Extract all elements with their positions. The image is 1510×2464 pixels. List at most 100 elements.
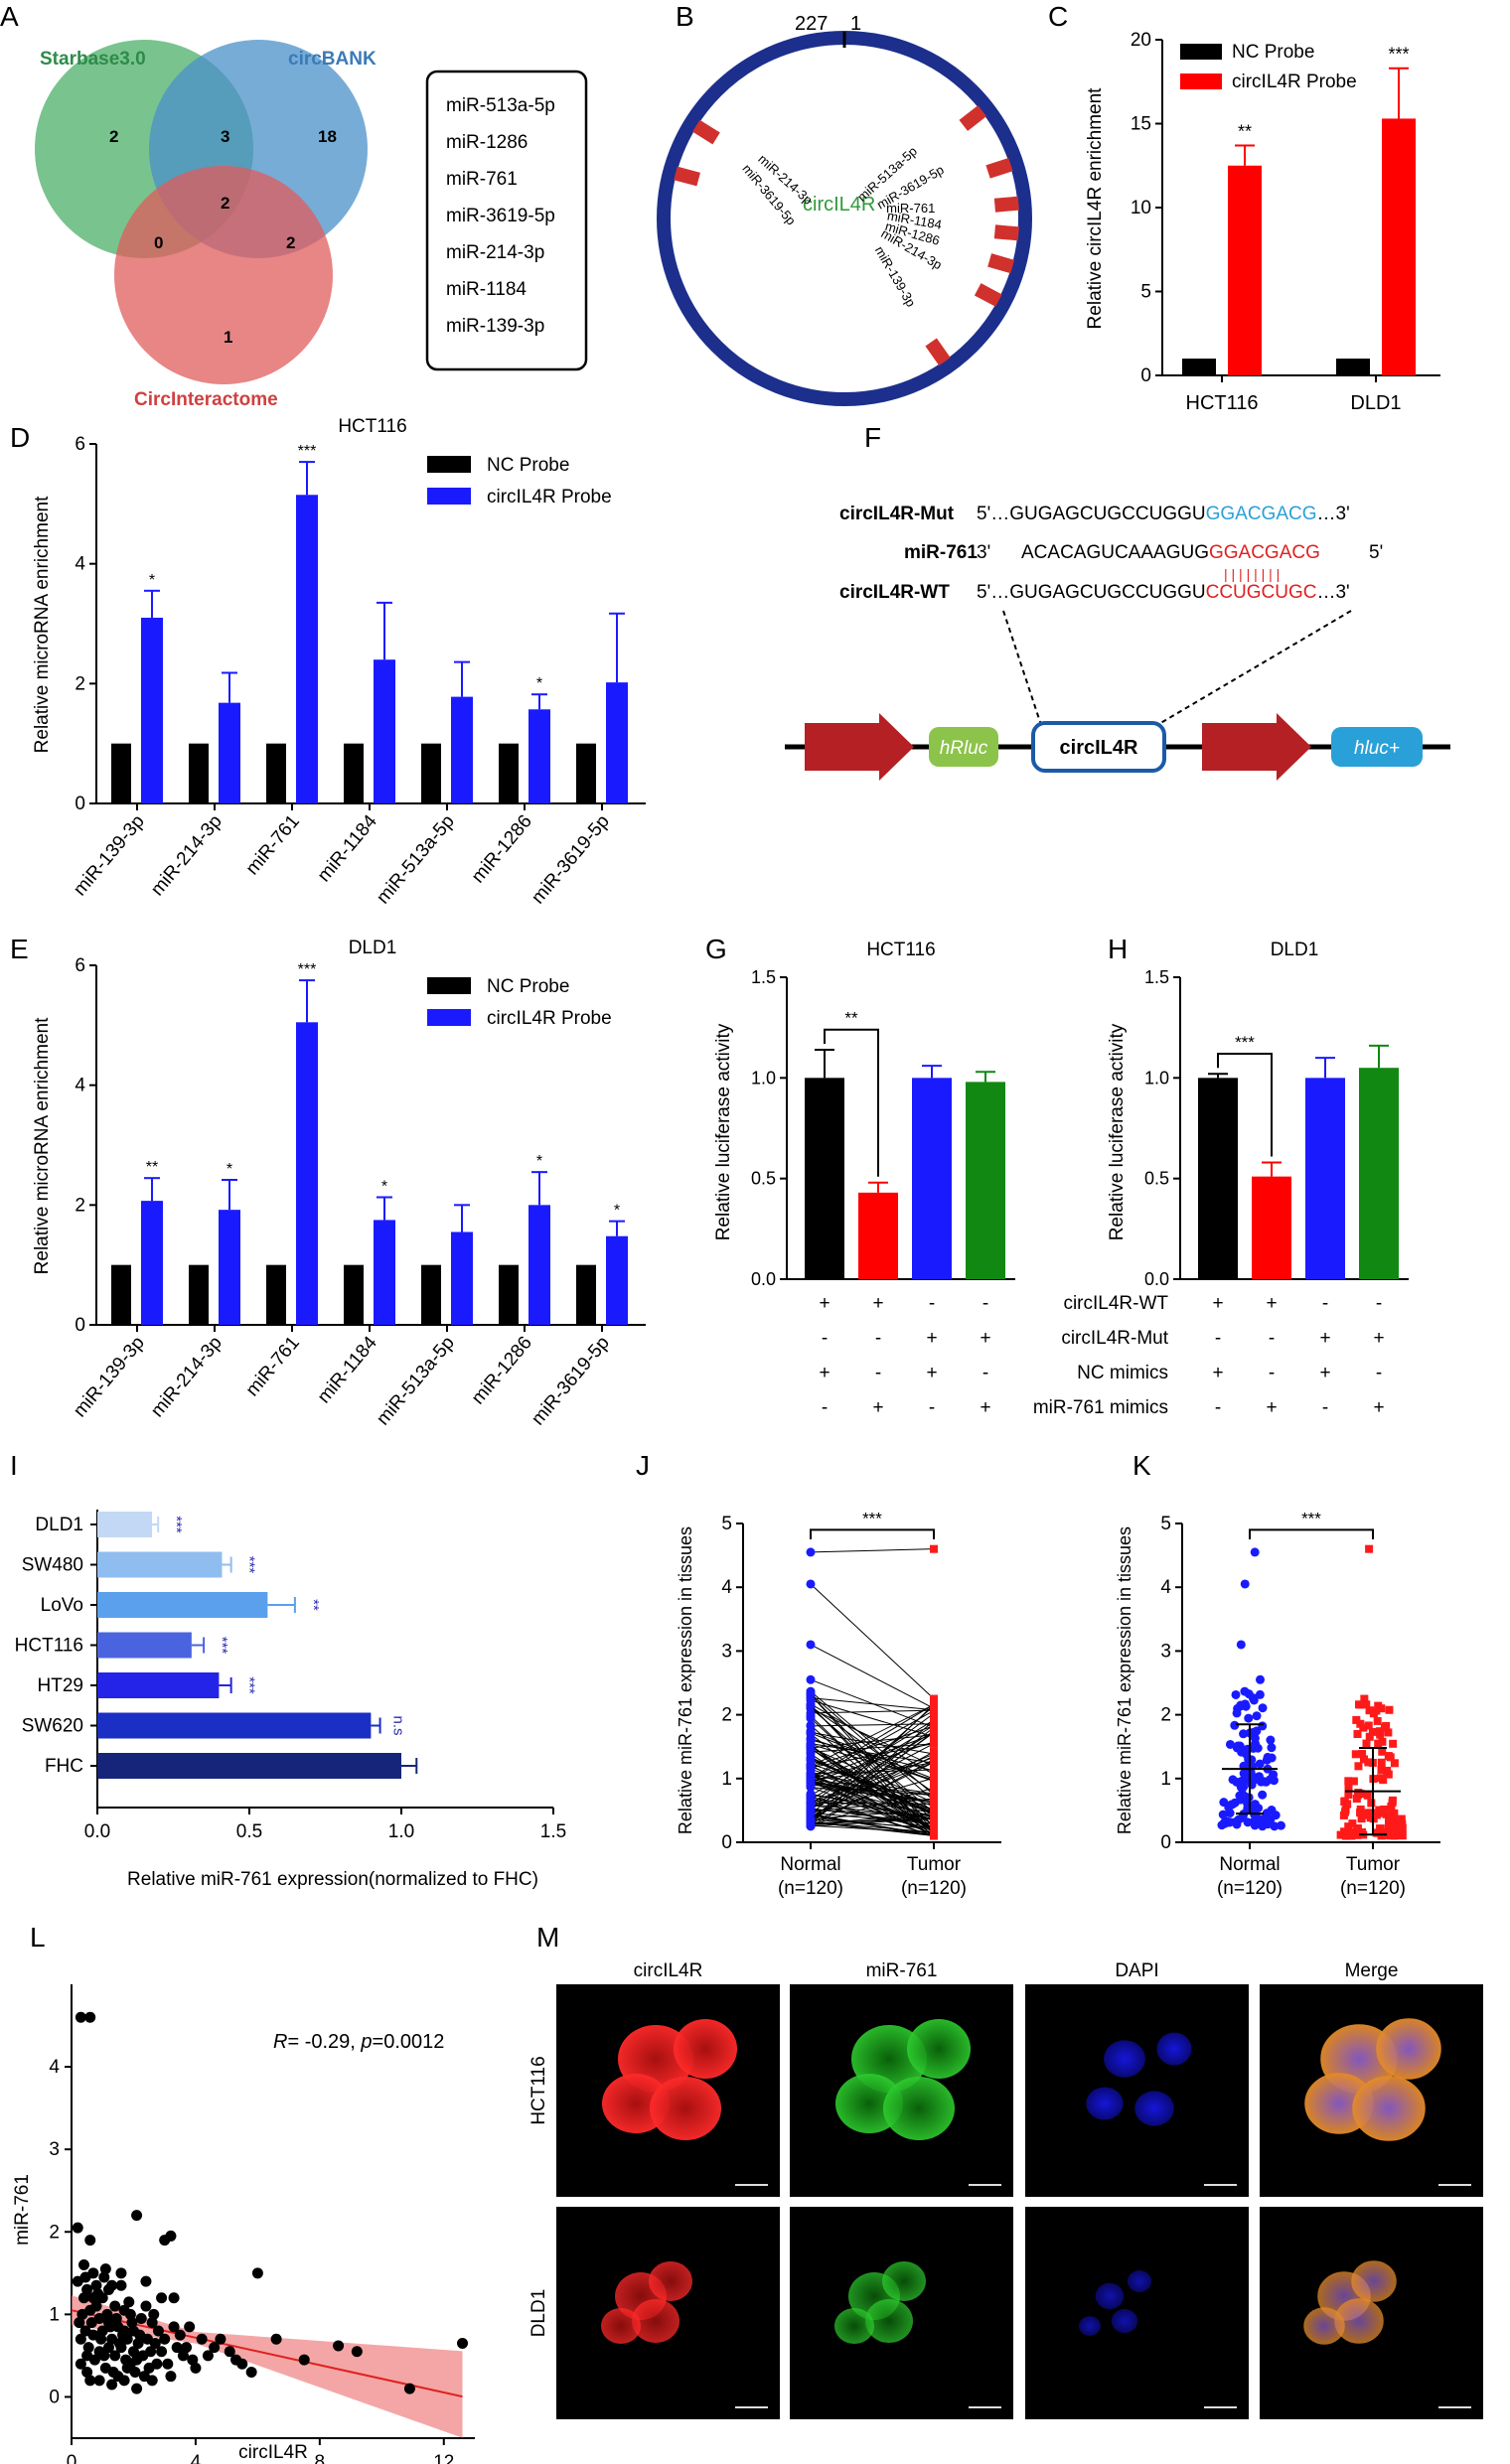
- x-tick-label: DLD1: [1350, 392, 1401, 414]
- point: [145, 2346, 157, 2358]
- pair-line: [810, 1703, 935, 1779]
- point: [84, 2235, 96, 2247]
- legend-swatch: [427, 488, 471, 505]
- y-tick-label: HCT116: [15, 1636, 83, 1657]
- sig-label: **: [1238, 121, 1252, 141]
- x-tick-label: miR-139-3p: [70, 1333, 149, 1422]
- x-tick-label: 1.0: [388, 1821, 414, 1842]
- pair-line: [810, 1723, 935, 1727]
- point: [127, 2325, 139, 2337]
- bar-nc: [1182, 359, 1216, 375]
- cell: [1095, 2282, 1125, 2310]
- venn-label-circbank: circBANK: [288, 49, 377, 70]
- point-tumor: [1374, 1739, 1383, 1748]
- y-tick-label: 6: [75, 434, 85, 455]
- position-label: 1: [850, 13, 861, 35]
- x-tick-label: miR-513a-5p: [373, 1333, 459, 1430]
- point: [115, 2342, 127, 2354]
- point: [148, 2308, 160, 2320]
- panel-letter: A: [0, 1, 19, 32]
- point-normal: [1230, 1720, 1240, 1730]
- point: [85, 2317, 97, 2329]
- y-tick-label: 4: [75, 1076, 85, 1096]
- legend-label: circIL4R Probe: [1232, 72, 1357, 92]
- hluc-label: hluc+: [1354, 738, 1400, 759]
- y-tick-label: 15: [1131, 114, 1151, 135]
- point-normal: [1244, 1689, 1254, 1699]
- point: [120, 2354, 132, 2366]
- x-tick-label: 0: [67, 2452, 77, 2464]
- bar-nc: [499, 743, 519, 803]
- row-label: miR-761 mimics: [1033, 1397, 1168, 1418]
- cell: [1111, 2308, 1138, 2334]
- venn-count: 1: [224, 328, 232, 347]
- point-tumor: [1344, 1783, 1353, 1792]
- y-tick-label: 4: [75, 554, 85, 575]
- panel-letter: G: [705, 934, 727, 964]
- y-tick-label: FHC: [45, 1756, 83, 1777]
- legend-label: circIL4R Probe: [487, 487, 612, 507]
- pair-line: [810, 1707, 935, 1767]
- mirna-list: miR-513a-5p miR-1286 miR-761 miR-3619-5p miR…: [446, 95, 555, 337]
- bar-circ: [451, 1232, 473, 1325]
- point: [146, 2317, 158, 2329]
- mirna-list-item: miR-1286: [446, 132, 528, 153]
- point-normal: [806, 1727, 816, 1737]
- point: [230, 2354, 242, 2366]
- sig-label: ***: [862, 1509, 882, 1527]
- bar: [966, 1082, 1005, 1279]
- sign-cell: +: [926, 1363, 937, 1383]
- point: [270, 2333, 282, 2345]
- point: [75, 2358, 86, 2370]
- wt-label: circIL4R-WT: [839, 582, 950, 603]
- point: [152, 2325, 164, 2337]
- y-axis-label: Relative luciferase activity: [713, 1023, 734, 1240]
- point-tumor: [930, 1774, 938, 1783]
- point: [190, 2362, 202, 2374]
- pair-line: [810, 1748, 935, 1816]
- point-normal: [1255, 1759, 1265, 1769]
- y-axis-label: Relative miR-761 expression in tissues: [1115, 1526, 1134, 1834]
- pair-line: [810, 1772, 935, 1811]
- row-label: DLD1: [528, 2289, 549, 2338]
- binding-site-mark: [993, 224, 1019, 241]
- x-tick-label: miR-214-3p: [147, 1333, 226, 1422]
- binding-site-mark: [985, 157, 1013, 179]
- chart-title: HCT116: [338, 416, 406, 437]
- y-tick-label: 20: [1131, 30, 1151, 51]
- pair-line: [810, 1796, 935, 1836]
- point: [165, 2371, 177, 2383]
- hluc-box: [1331, 727, 1423, 767]
- x-tick-sub: (n=120): [901, 1878, 967, 1899]
- x-tick-label: miR-1184: [314, 1332, 381, 1407]
- point: [102, 2317, 114, 2329]
- column-label: Merge: [1345, 1960, 1399, 1981]
- point-normal: [806, 1804, 816, 1813]
- sign-cell: -: [929, 1293, 935, 1314]
- bar: [912, 1078, 952, 1279]
- point-normal: [1236, 1640, 1246, 1650]
- point: [142, 2333, 154, 2345]
- y-tick-label: 0.5: [751, 1169, 776, 1189]
- x-tick-label: 8: [315, 2452, 326, 2464]
- binding-site-mark: [674, 166, 700, 187]
- point-tumor: [930, 1830, 938, 1839]
- sig-bracket: [810, 1528, 935, 1540]
- point: [118, 2325, 130, 2337]
- point-tumor: [930, 1739, 938, 1748]
- y-tick-label: 2: [75, 1195, 85, 1216]
- point-normal: [1238, 1812, 1248, 1822]
- sig-label: ***: [1301, 1509, 1321, 1527]
- mirna-list-item: miR-761: [446, 169, 518, 190]
- point-normal: [1249, 1695, 1259, 1705]
- point: [171, 2342, 183, 2354]
- point: [127, 2346, 139, 2358]
- panel-d: D HCT116 0 2 4 6 Relative microRNA enrichment…: [10, 416, 646, 908]
- promoter-arrow: [1202, 713, 1311, 781]
- bar-nc: [421, 743, 441, 803]
- point: [81, 2367, 93, 2379]
- point-tumor: [1341, 1831, 1350, 1840]
- cell: [882, 2261, 926, 2301]
- point-tumor: [1377, 1765, 1386, 1774]
